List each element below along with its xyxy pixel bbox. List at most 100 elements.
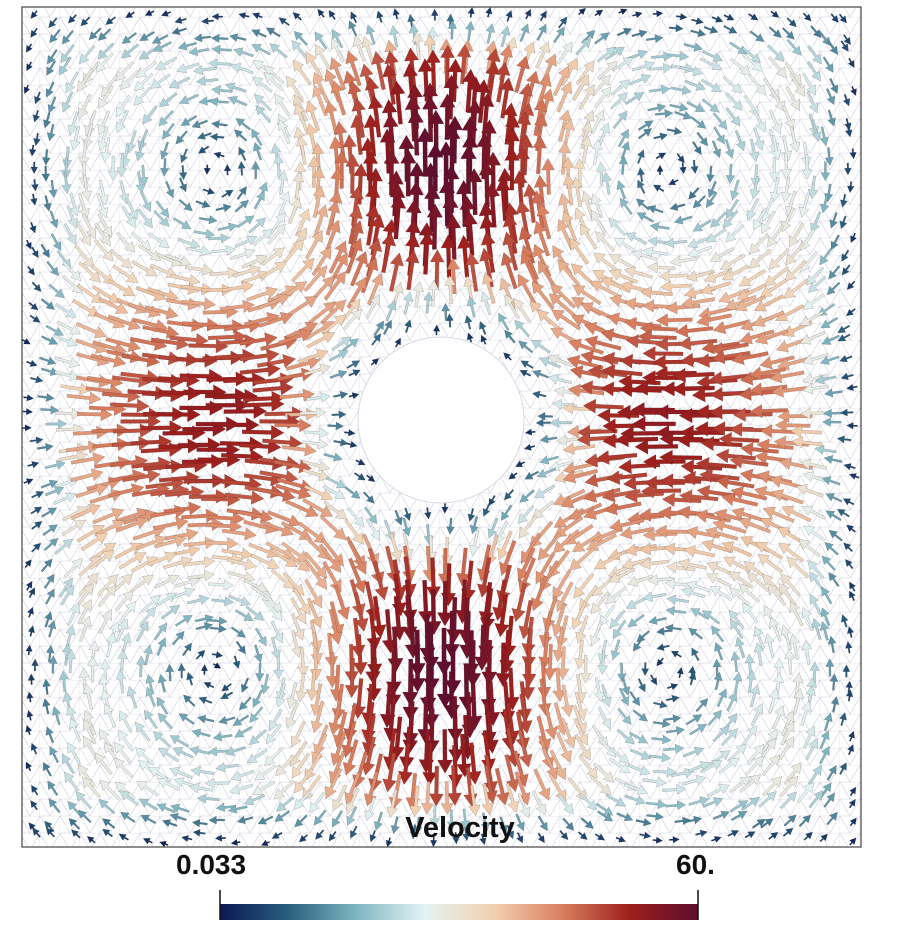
velocity-arrow: [466, 99, 483, 146]
colorbar: [220, 904, 698, 920]
velocity-arrow: [679, 162, 687, 175]
velocity-arrow: [31, 281, 42, 292]
velocity-arrow: [700, 436, 743, 452]
velocity-arrow: [349, 250, 368, 287]
velocity-arrow: [669, 202, 686, 211]
velocity-arrow: [768, 831, 779, 840]
velocity-arrow: [436, 659, 454, 709]
velocity-arrow: [803, 831, 813, 841]
velocity-arrow: [769, 475, 804, 490]
velocity-arrow: [228, 595, 251, 607]
velocity-arrow: [746, 743, 765, 765]
velocity-arrow: [313, 809, 327, 826]
velocity-arrow: [31, 521, 43, 530]
velocity-arrow: [420, 781, 434, 815]
velocity-arrow: [94, 752, 113, 776]
velocity-arrow: [478, 161, 495, 208]
velocity-arrow: [665, 726, 686, 736]
velocity-arrow: [590, 621, 603, 647]
velocity-arrow: [801, 154, 813, 180]
velocity-arrow: [344, 772, 361, 806]
velocity-arrow: [700, 281, 732, 296]
velocity-arrow: [29, 314, 41, 323]
velocity-arrow: [208, 815, 226, 825]
velocity-arrow: [539, 357, 562, 369]
velocity-arrow: [814, 444, 837, 455]
velocity-arrow: [63, 557, 83, 579]
velocity-arrow: [353, 162, 369, 205]
velocity-arrow: [40, 243, 50, 259]
velocity-arrow: [753, 641, 764, 667]
velocity-arrow: [556, 434, 584, 446]
velocity-arrow: [197, 714, 215, 724]
velocity-arrow: [100, 137, 112, 163]
velocity-arrow: [573, 717, 589, 746]
velocity-arrow: [252, 380, 294, 396]
velocity-arrow: [26, 606, 34, 618]
velocity-arrow: [789, 126, 801, 153]
velocity-arrow: [277, 328, 313, 346]
velocity-arrow: [290, 613, 305, 641]
velocity-arrow: [738, 269, 767, 287]
velocity-arrow: [721, 264, 750, 281]
velocity-arrow: [283, 549, 310, 572]
velocity-arrow: [518, 515, 538, 539]
velocity-arrow: [690, 116, 707, 129]
velocity-arrow: [65, 440, 101, 454]
velocity-arrow: [625, 232, 648, 245]
velocity-arrow: [780, 153, 792, 180]
velocity-arrow: [608, 254, 635, 270]
velocity-arrow: [363, 113, 379, 157]
velocity-arrow: [598, 122, 610, 146]
velocity-arrow: [469, 516, 479, 535]
velocity-arrow: [706, 784, 730, 798]
velocity-arrow: [749, 138, 760, 162]
velocity-arrow: [404, 249, 420, 291]
velocity-arrow: [369, 830, 377, 843]
velocity-arrow: [96, 192, 109, 219]
velocity-arrow: [302, 438, 329, 450]
velocity-arrow: [60, 44, 75, 64]
velocity-arrow: [802, 383, 829, 395]
velocity-arrow: [571, 600, 588, 630]
velocity-arrow: [786, 38, 802, 56]
velocity-arrow: [511, 582, 527, 623]
velocity-arrow: [251, 44, 271, 56]
velocity-arrow: [43, 573, 55, 589]
velocity-arrow: [798, 192, 810, 218]
velocity-arrow: [61, 91, 74, 113]
velocity-arrow: [139, 191, 152, 213]
velocity-arrow: [119, 180, 130, 205]
velocity-arrow: [45, 460, 66, 470]
velocity-arrow: [761, 210, 776, 235]
velocity-arrow: [539, 434, 558, 444]
velocity-arrow: [531, 790, 546, 816]
velocity-arrow: [723, 25, 738, 34]
velocity-arrow: [30, 542, 42, 553]
velocity-arrow: [198, 215, 218, 225]
velocity-arrow: [500, 504, 513, 522]
velocity-arrow: [120, 43, 140, 59]
velocity-arrow: [572, 74, 590, 101]
velocity-arrow: [601, 364, 643, 379]
velocity-arrow: [825, 493, 843, 503]
velocity-arrow: [409, 824, 419, 840]
velocity-arrow: [762, 728, 778, 752]
velocity-arrow: [26, 61, 33, 72]
velocity-arrow: [779, 775, 799, 798]
velocity-arrow: [45, 726, 55, 744]
velocity-arrow: [839, 215, 848, 230]
velocity-arrow: [479, 833, 487, 846]
velocity-arrow: [840, 614, 849, 628]
velocity-arrow: [623, 783, 648, 795]
velocity-arrow: [317, 8, 325, 18]
velocity-arrow: [394, 337, 401, 348]
velocity-arrow: [523, 183, 538, 223]
velocity-arrow: [68, 817, 81, 830]
velocity-arrow: [462, 210, 478, 256]
velocity-arrow: [569, 547, 596, 571]
velocity-arrow: [704, 526, 739, 541]
velocity-arrow: [160, 141, 170, 160]
velocity-arrow: [809, 593, 823, 616]
velocity-arrow: [195, 622, 213, 631]
